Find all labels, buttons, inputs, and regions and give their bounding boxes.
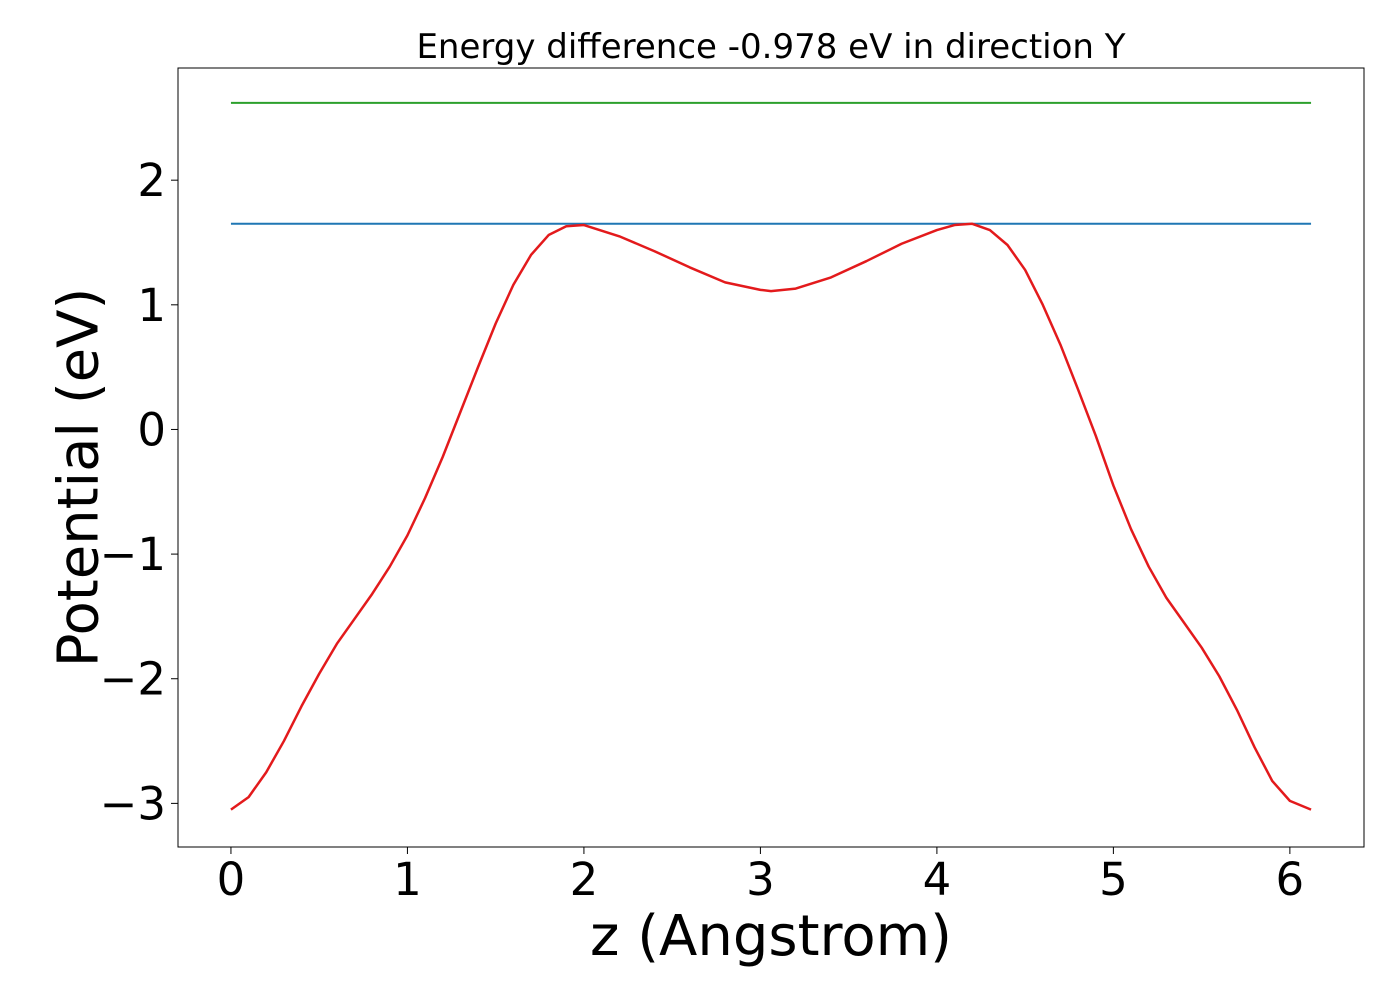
x-tick-label: 5 bbox=[1099, 853, 1128, 906]
x-tick-label: 4 bbox=[923, 853, 952, 906]
x-tick-label: 3 bbox=[746, 853, 775, 906]
y-tick-label: −1 bbox=[100, 528, 166, 581]
y-tick-label: −3 bbox=[100, 777, 166, 830]
y-tick-label: 1 bbox=[137, 279, 166, 332]
x-tick-label: 2 bbox=[570, 853, 599, 906]
plot-area-frame bbox=[177, 67, 1365, 848]
y-axis-ticks: −3 −2 −1 0 1 2 bbox=[100, 154, 178, 830]
series-line-red bbox=[230, 222, 1312, 811]
y-axis-label: Potential (eV) bbox=[47, 288, 112, 668]
y-tick-label: 0 bbox=[137, 403, 166, 456]
chart-title: Energy difference -0.978 eV in direction… bbox=[416, 27, 1125, 67]
x-tick-label: 6 bbox=[1276, 853, 1305, 906]
x-tick-label: 1 bbox=[393, 853, 422, 906]
y-tick-label: −2 bbox=[100, 653, 166, 706]
x-tick-label: 0 bbox=[217, 853, 246, 906]
x-axis-ticks: 0 1 2 3 4 5 6 bbox=[217, 847, 1305, 906]
y-tick-label: 2 bbox=[137, 154, 166, 207]
x-axis-label: z (Angstrom) bbox=[590, 904, 952, 969]
series-layer bbox=[230, 101, 1312, 811]
